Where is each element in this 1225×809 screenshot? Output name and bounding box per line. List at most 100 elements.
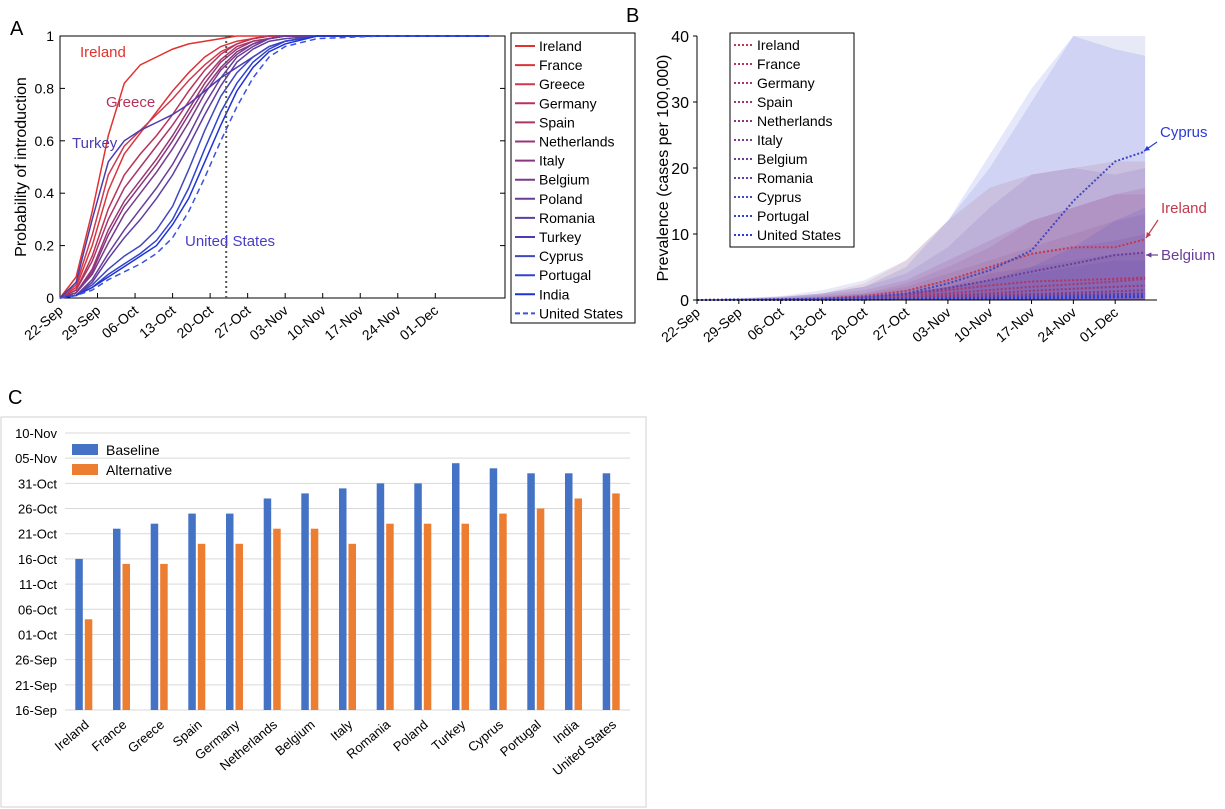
panel-c-bar-alternative-united-states [612,493,620,710]
panel-a-y-tick-label: 0 [46,290,54,306]
panel-b-x-tick-label: 13-Oct [786,304,829,343]
panel-c-y-tick-label: 21-Sep [15,678,57,693]
panel-b-annotation-belgium: Belgium [1161,247,1215,264]
panel-b-legend-label-romania: Romania [757,170,813,186]
panel-a-plot-frame [59,35,506,299]
panel-a-x-tick-label: 13-Oct [136,302,179,341]
panel-c-legend-swatch-baseline [72,444,98,455]
panel-c-bar-baseline-belgium [301,493,309,710]
panel-b-band-germany [697,194,1146,300]
panel-b-annotation-arrowhead [1146,252,1152,258]
panel-a-legend-label-portugal: Portugal [539,267,591,283]
panel-b-band-portugal [697,207,1146,300]
panel-b-legend-label-ireland: Ireland [757,37,800,53]
panel-a-x-tick-label: 27-Oct [211,302,254,341]
panel-a-y-tick-label: 0.8 [35,80,55,96]
panel-b-annotation-cyprus: Cyprus [1160,124,1208,141]
panel-c-bar-baseline-netherlands [263,498,272,710]
panel-c-bar-alternative-france [122,563,130,710]
panel-c-bar-baseline-portugal [527,473,535,710]
panel-b-y-tick-label: 40 [671,29,689,46]
panel-c-bar-baseline-germany [226,513,234,710]
panel-a-legend-label-belgium: Belgium [539,172,590,188]
panel-c-y-tick-label: 06-Oct [18,602,57,617]
panel-b-legend-label-belgium: Belgium [757,151,808,167]
panel-c-bar-alternative-romania [386,523,394,710]
panel-c-bar-alternative-netherlands [273,528,281,710]
panel-c-bar-baseline-cyprus [489,468,498,710]
panel-a-line-poland [59,35,489,299]
panel-c-y-tick-label: 26-Sep [15,653,57,668]
panel-c-y-tick-label: 01-Oct [18,627,57,642]
panel-c-y-tick-label: 11-Oct [19,577,57,592]
panel-b-x-tick-label: 01-Dec [1076,304,1121,345]
panel-b-legend-label-cyprus: Cyprus [757,189,801,205]
panel-a-y-tick-label: 0.2 [35,238,55,254]
panel-a-x-tick-label: 01-Dec [396,302,441,343]
panel-b-x-tick-label: 27-Oct [870,304,913,343]
panel-c-bar-baseline-ireland [75,558,83,710]
panel-c-legend-label-baseline: Baseline [106,442,160,458]
panel-b-legend-label-spain: Spain [757,94,793,110]
panel-b-y-axis-label: Prevalence (cases per 100,000) [655,55,672,282]
panel-c-y-tick-label: 21-Oct [18,527,57,542]
panel-b-y-tick-label: 0 [680,293,689,310]
panel-b-y-tick-label: 10 [671,227,689,244]
panel-c-bar-alternative-poland [423,523,432,710]
panel-a-x-tick-label: 06-Oct [99,302,142,341]
panel-a-line-united-states [59,35,489,299]
panel-b-y-tick-label: 30 [671,95,689,112]
panel-b-legend-label-germany: Germany [757,75,815,91]
panel-b-x-tick-label: 06-Oct [744,304,787,343]
panel-b-band-belgium [697,168,1146,300]
panel-b-band-netherlands [697,234,1146,300]
panel-a-y-tick-label: 0.4 [35,185,55,201]
panel-c-y-tick-label: 16-Sep [15,703,57,718]
panel-a-x-tick-label: 22-Sep [21,302,66,343]
panel-a-x-tick-label: 17-Nov [321,302,366,343]
panel-a-legend-label-italy: Italy [539,153,565,169]
panel-b-x-tick-label: 29-Sep [700,304,745,345]
panel-a-x-tick-label: 10-Nov [284,302,329,343]
panel-c-bar-alternative-cyprus [499,513,507,710]
panel-c-bar-baseline-france [113,528,121,710]
panel-b-band-united-states [697,36,1146,300]
panel-a-legend-label-netherlands: Netherlands [539,134,615,150]
panel-b-band-spain [697,214,1146,300]
panel-a-legend-label-germany: Germany [539,95,597,111]
panel-a-legend-label-india: India [539,286,570,302]
panel-a-annotation-turkey: Turkey [72,135,118,152]
panel-b-x-tick-label: 03-Nov [909,304,954,345]
panel-a-y-tick-label: 1 [46,28,54,44]
panel-c-legend-swatch-alternative [72,464,98,475]
panel-c-bar-baseline-italy [339,488,347,710]
panel-a-x-tick-label: 24-Nov [359,302,404,343]
panel-b-x-tick-label: 22-Sep [658,304,703,345]
panel-a-x-tick-label: 03-Nov [246,302,291,343]
panel-c-y-tick-label: 16-Oct [18,552,57,567]
panel-b-annotation-arrowhead [1144,145,1150,151]
panel-a-x-tick-label: 20-Oct [174,302,217,341]
panel-a-y-axis-label: Probability of introduction [13,77,30,257]
panel-a-legend-label-spain: Spain [539,114,575,130]
panel-a-legend-label-greece: Greece [539,76,585,92]
panel-b-annotation-ireland: Ireland [1161,200,1207,217]
panel-a-x-tick-label: 29-Sep [59,302,104,343]
panel-b-annotation-arrowhead [1146,232,1152,238]
panel-letter-a: A [10,18,24,40]
panel-c-bar-alternative-germany [235,543,243,710]
panel-c-y-tick-label: 10-Nov [15,426,57,441]
panel-c-bar-alternative-spain [197,543,206,710]
panel-c-bar-alternative-ireland [84,619,93,710]
panel-a-legend-label-france: France [539,57,583,73]
panel-b-band-italy [697,253,1146,300]
panel-b-y-tick-label: 20 [671,161,689,178]
panel-a-legend-label-romania: Romania [539,210,595,226]
panel-c-bar-baseline-india [565,473,573,710]
panel-a-legend-label-ireland: Ireland [539,38,582,54]
panel-c-y-tick-label: 05-Nov [15,451,57,466]
panel-a-legend-label-united-states: United States [539,305,623,321]
panel-c-y-tick-label: 31-Oct [18,476,57,491]
panel-c-bar-baseline-united-states [602,473,611,710]
panel-a-legend-label-turkey: Turkey [539,229,581,245]
